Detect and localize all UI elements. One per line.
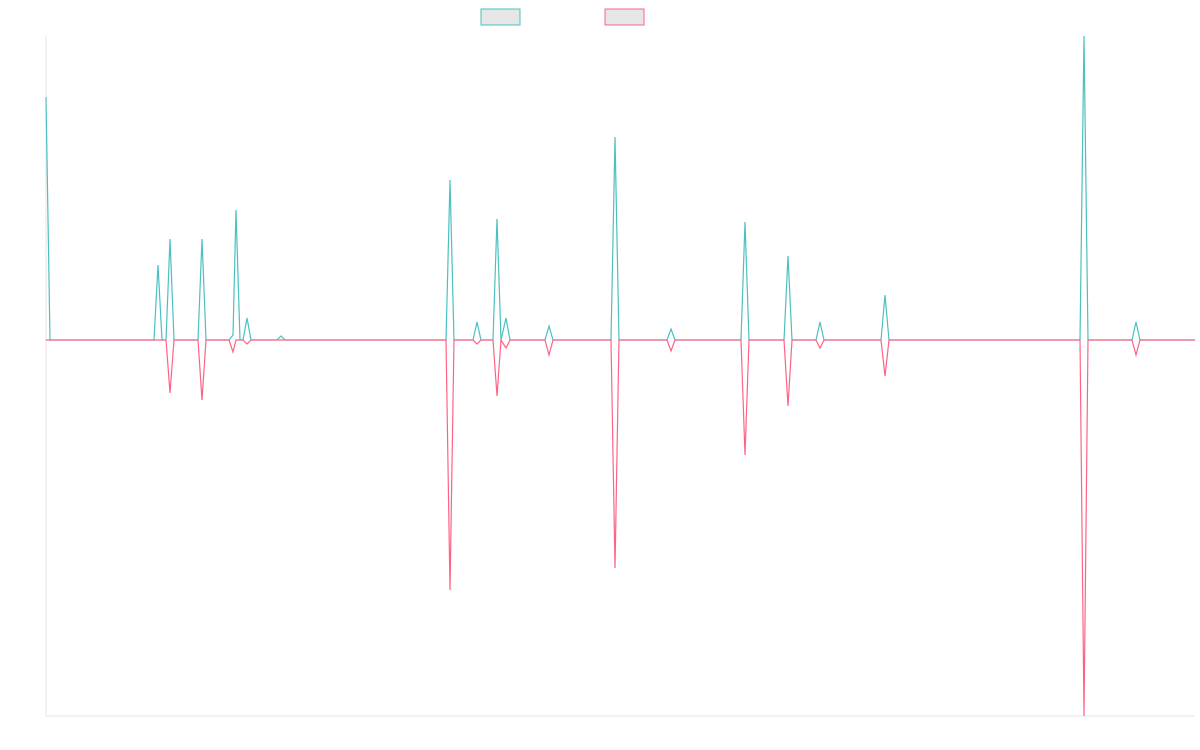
data-line bbox=[46, 338, 1195, 717]
legend-swatch bbox=[604, 8, 645, 26]
data-line bbox=[45, 35, 1195, 341]
legend-swatch bbox=[480, 8, 521, 26]
